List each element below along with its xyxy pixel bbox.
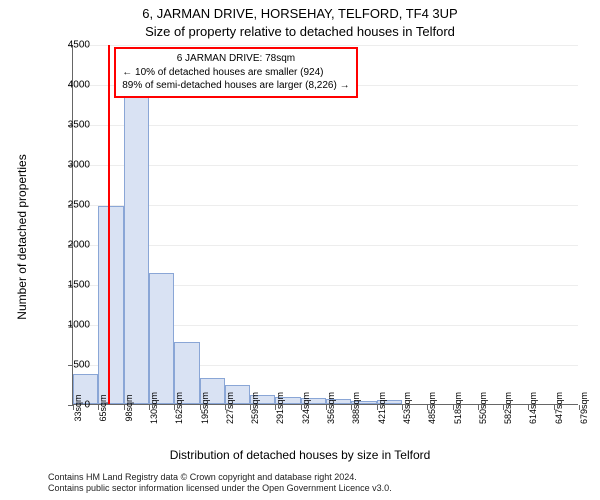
chart-container: 6, JARMAN DRIVE, HORSEHAY, TELFORD, TF4 …	[0, 0, 600, 500]
xtick-label: 550sqm	[478, 392, 488, 424]
xtick-label: 388sqm	[351, 392, 361, 424]
xtick-label: 324sqm	[301, 392, 311, 424]
xtick-label: 647sqm	[554, 392, 564, 424]
xtick-label: 453sqm	[402, 392, 412, 424]
footer-line-2: Contains public sector information licen…	[48, 483, 392, 494]
ytick-label: 4500	[50, 40, 90, 51]
footer-attribution: Contains HM Land Registry data © Crown c…	[48, 472, 392, 495]
ytick-label: 2500	[50, 200, 90, 211]
marker-line	[108, 45, 110, 404]
xtick-label: 130sqm	[149, 392, 159, 424]
annotation-line: 6 JARMAN DRIVE: 78sqm	[122, 52, 349, 66]
histogram-bar	[124, 74, 149, 404]
xtick-label: 614sqm	[528, 392, 538, 424]
xtick-label: 259sqm	[250, 392, 260, 424]
ytick-label: 1000	[50, 320, 90, 331]
xtick-label: 421sqm	[377, 392, 387, 424]
xtick-label: 162sqm	[174, 392, 184, 424]
xtick-label: 65sqm	[98, 394, 108, 421]
xtick-label: 195sqm	[200, 392, 210, 424]
annotation-box: 6 JARMAN DRIVE: 78sqm← 10% of detached h…	[114, 47, 357, 98]
ytick-label: 0	[50, 400, 90, 411]
xtick-label: 98sqm	[124, 394, 134, 421]
xtick-label: 356sqm	[326, 392, 336, 424]
footer-line-1: Contains HM Land Registry data © Crown c…	[48, 472, 392, 483]
histogram-bar	[98, 206, 124, 404]
plot-area: 33sqm65sqm98sqm130sqm162sqm195sqm227sqm2…	[72, 45, 578, 405]
ytick-label: 500	[50, 360, 90, 371]
ytick-label: 1500	[50, 280, 90, 291]
xtick-label: 485sqm	[427, 392, 437, 424]
title-sub: Size of property relative to detached ho…	[0, 24, 600, 39]
y-axis-label: Number of detached properties	[15, 87, 29, 387]
gridline-h	[73, 45, 578, 46]
xtick-label: 518sqm	[453, 392, 463, 424]
ytick-label: 2000	[50, 240, 90, 251]
xtick-label: 679sqm	[579, 392, 589, 424]
x-axis-label: Distribution of detached houses by size …	[0, 448, 600, 462]
xtick-label: 291sqm	[275, 392, 285, 424]
histogram-bar	[149, 273, 174, 404]
ytick-label: 3000	[50, 160, 90, 171]
ytick-label: 4000	[50, 80, 90, 91]
ytick-label: 3500	[50, 120, 90, 131]
annotation-line: 89% of semi-detached houses are larger (…	[122, 79, 349, 93]
title-main: 6, JARMAN DRIVE, HORSEHAY, TELFORD, TF4 …	[0, 6, 600, 21]
xtick-label: 582sqm	[503, 392, 513, 424]
annotation-line: ← 10% of detached houses are smaller (92…	[122, 66, 349, 80]
xtick-label: 227sqm	[225, 392, 235, 424]
